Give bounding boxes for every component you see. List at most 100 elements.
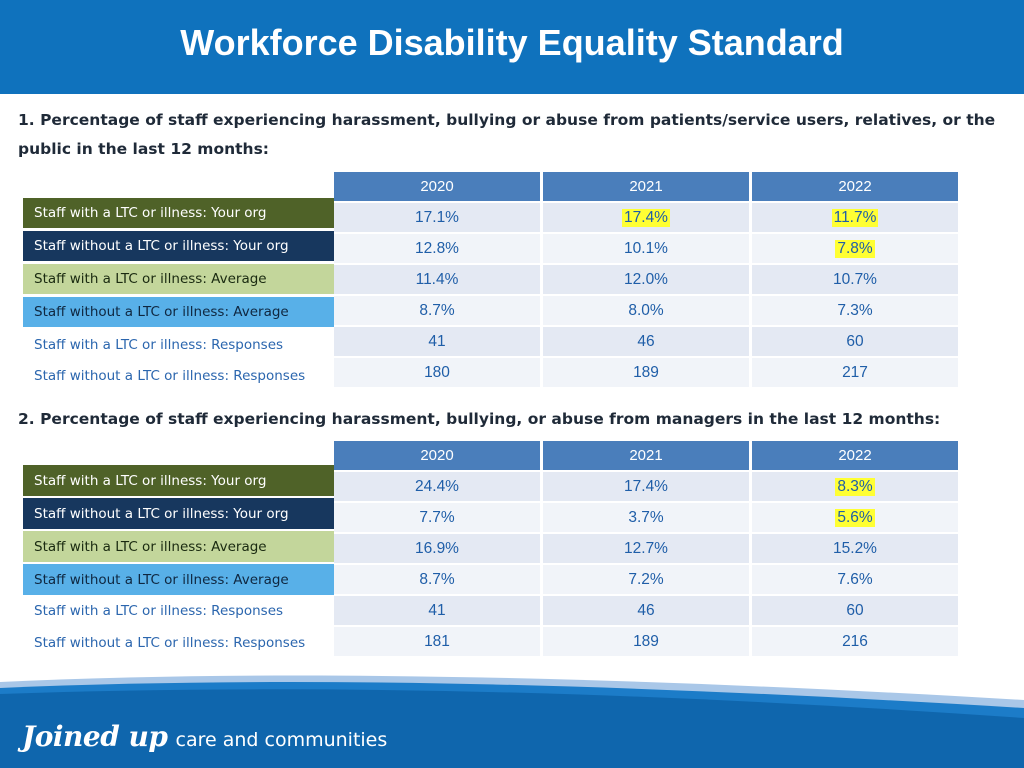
table-cell: 8.3% (752, 472, 958, 501)
table-row: 12.8% 10.1% 7.8% (334, 234, 958, 263)
cell-value: 10.7% (833, 270, 877, 288)
table-row: 11.4% 12.0% 10.7% (334, 265, 958, 294)
table-cell: 12.0% (543, 265, 749, 294)
row-label-without-ltc-your-org: Staff without a LTC or illness: Your org (23, 231, 334, 261)
column-header: 2021 (543, 172, 749, 201)
cell-value: 7.7% (419, 508, 455, 526)
page-title: Workforce Disability Equality Standard (180, 22, 844, 63)
table-cell: 180 (334, 358, 540, 387)
table-cell: 7.2% (543, 565, 749, 594)
table-cell: 11.7% (752, 203, 958, 232)
title-banner: Workforce Disability Equality Standard (0, 0, 1024, 94)
column-header: 2020 (334, 441, 540, 470)
table-cell: 10.7% (752, 265, 958, 294)
cell-value: 10.1% (624, 239, 668, 257)
table-cell: 24.4% (334, 472, 540, 501)
column-header: 2022 (752, 172, 958, 201)
cell-value: 46 (637, 332, 655, 350)
column-header: 2021 (543, 441, 749, 470)
row-label-with-ltc-your-org: Staff with a LTC or illness: Your org (23, 465, 334, 496)
table-cell: 8.0% (543, 296, 749, 325)
table-row: 181 189 216 (334, 627, 958, 656)
row-label-without-ltc-average: Staff without a LTC or illness: Average (23, 297, 334, 327)
cell-value: 41 (428, 601, 446, 619)
table-cell: 12.7% (543, 534, 749, 563)
cell-value: 216 (842, 632, 868, 650)
cell-value: 8.0% (628, 301, 664, 319)
cell-value: 41 (428, 332, 446, 350)
highlighted-cell-value: 7.8% (835, 239, 875, 258)
row-label-without-ltc-your-org: Staff without a LTC or illness: Your org (23, 498, 334, 529)
table-cell: 17.4% (543, 203, 749, 232)
table-cell: 16.9% (334, 534, 540, 563)
row-label-with-ltc-average: Staff with a LTC or illness: Average (23, 531, 334, 562)
table-cell: 7.3% (752, 296, 958, 325)
cell-value: 217 (842, 363, 868, 381)
table-cell: 181 (334, 627, 540, 656)
table-cell: 60 (752, 596, 958, 625)
table-cell: 10.1% (543, 234, 749, 263)
cell-value: 12.7% (624, 539, 668, 557)
table-row: 24.4% 17.4% 8.3% (334, 472, 958, 501)
cell-value: 180 (424, 363, 450, 381)
cell-value: 7.3% (837, 301, 873, 319)
row-label-with-ltc-average: Staff with a LTC or illness: Average (23, 264, 334, 294)
cell-value: 60 (846, 601, 864, 619)
table-row: 41 46 60 (334, 327, 958, 356)
section-2-title: 2. Percentage of staff experiencing hara… (18, 410, 941, 428)
table-header-row: 2020 2021 2022 (334, 441, 958, 470)
table-cell: 189 (543, 358, 749, 387)
table-cell: 12.8% (334, 234, 540, 263)
row-label-without-ltc-responses: Staff without a LTC or illness: Response… (23, 361, 334, 391)
table-cell: 216 (752, 627, 958, 656)
row-label-without-ltc-responses: Staff without a LTC or illness: Response… (23, 627, 334, 658)
table-row: 41 46 60 (334, 596, 958, 625)
cell-value: 16.9% (415, 539, 459, 557)
table-cell: 7.7% (334, 503, 540, 532)
brand-wordmark: Joined up (22, 720, 168, 753)
table-cell: 46 (543, 596, 749, 625)
row-label-with-ltc-your-org: Staff with a LTC or illness: Your org (23, 198, 334, 228)
table-row: 7.7% 3.7% 5.6% (334, 503, 958, 532)
column-header: 2020 (334, 172, 540, 201)
table-cell: 217 (752, 358, 958, 387)
table-cell: 5.6% (752, 503, 958, 532)
table-cell: 17.4% (543, 472, 749, 501)
cell-value: 189 (633, 632, 659, 650)
cell-value: 3.7% (628, 508, 664, 526)
table-cell: 3.7% (543, 503, 749, 532)
table-cell: 46 (543, 327, 749, 356)
table-cell: 60 (752, 327, 958, 356)
table-cell: 17.1% (334, 203, 540, 232)
highlighted-cell-value: 11.7% (831, 208, 879, 227)
highlighted-cell-value: 8.3% (835, 477, 875, 496)
table-cell: 7.6% (752, 565, 958, 594)
row-label-without-ltc-average: Staff without a LTC or illness: Average (23, 564, 334, 595)
cell-value: 7.6% (837, 570, 873, 588)
cell-value: 11.4% (415, 270, 459, 288)
cell-value: 8.7% (419, 301, 455, 319)
cell-value: 17.4% (624, 477, 668, 495)
cell-value: 12.0% (624, 270, 668, 288)
cell-value: 60 (846, 332, 864, 350)
brand-tagline: care and communities (175, 729, 388, 751)
row-label-with-ltc-responses: Staff with a LTC or illness: Responses (23, 595, 334, 626)
cell-value: 24.4% (415, 477, 459, 495)
row-label-with-ltc-responses: Staff with a LTC or illness: Responses (23, 330, 334, 360)
table-cell: 11.4% (334, 265, 540, 294)
column-header: 2022 (752, 441, 958, 470)
cell-value: 15.2% (833, 539, 877, 557)
table-row: 17.1% 17.4% 11.7% (334, 203, 958, 232)
table-cell: 15.2% (752, 534, 958, 563)
table-cell: 189 (543, 627, 749, 656)
table-row: 8.7% 8.0% 7.3% (334, 296, 958, 325)
table-row: 180 189 217 (334, 358, 958, 387)
table-row: 16.9% 12.7% 15.2% (334, 534, 958, 563)
footer-wave-band (0, 675, 1024, 768)
table-cell: 41 (334, 327, 540, 356)
table-cell: 41 (334, 596, 540, 625)
table-cell: 8.7% (334, 565, 540, 594)
table-row: 8.7% 7.2% 7.6% (334, 565, 958, 594)
table-cell: 8.7% (334, 296, 540, 325)
highlighted-cell-value: 5.6% (835, 508, 875, 527)
